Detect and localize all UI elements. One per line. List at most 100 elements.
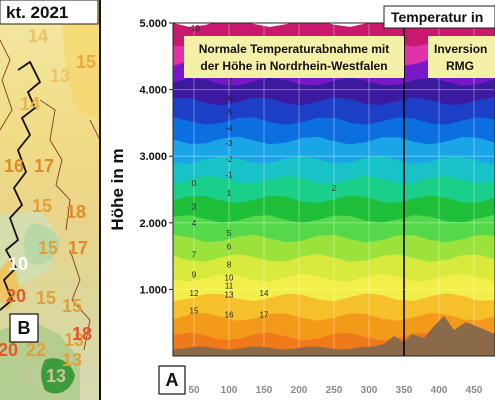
isotherm-label: 17: [260, 310, 269, 319]
isotherm-label: 8: [227, 260, 232, 269]
isotherm-label: 6: [227, 242, 232, 251]
isotherm-label: -5: [225, 108, 233, 117]
isotherm-label: -2: [225, 155, 233, 164]
map-district-line: [39, 99, 71, 231]
isotherm-label: 3: [192, 202, 197, 211]
isotherm-label: 7: [192, 250, 197, 259]
isotherm-label: -6: [225, 94, 233, 103]
map-temperature-label: 15: [62, 296, 82, 316]
temperature-band: [173, 136, 495, 169]
map-panel-label-box: [9, 313, 39, 343]
y-axis-label: Höhe in m: [108, 148, 127, 230]
temperature-band: [173, 254, 495, 286]
legend-title-box: [383, 5, 495, 29]
map-temperature-label: 14: [20, 94, 40, 114]
map-border-line: [0, 60, 42, 311]
isotherm-label: 5: [227, 229, 232, 238]
isotherm-label: 4: [192, 219, 197, 228]
map-title: kt. 2021: [6, 3, 68, 22]
temperature-cross-section-chart: -10-11-9-8-7-6-5-4-3-2-10123456789101112…: [101, 0, 495, 400]
y-tick-label: 4.000: [139, 85, 167, 97]
terrain-profile: [173, 316, 495, 356]
chart-panel-label-box: [158, 365, 186, 395]
x-tick-label: 450: [466, 385, 483, 396]
map-green-area: [23, 224, 60, 265]
isotherm-label: 14: [260, 289, 269, 298]
map-temperature-label: 15: [76, 52, 96, 72]
isotherm-label: 1: [227, 189, 232, 198]
map-temperature-label: 14: [28, 26, 48, 46]
isotherm-label: 16: [225, 310, 234, 319]
map-warm-area: [60, 0, 101, 120]
map-district-line-4: [89, 119, 101, 141]
x-tick-label: 200: [291, 385, 308, 396]
map-temperature-label: 13: [46, 366, 66, 386]
map-temperature-label: 13: [62, 350, 82, 370]
map-temperature-label: 15: [38, 238, 58, 258]
map-temperature-label: 18: [66, 202, 86, 222]
isotherm-label: 11: [225, 282, 234, 291]
regional-temperature-map: 14 15 13 14 16 17 15 18 15 17 10 15 20 15 13 18 20 22 13 13…: [0, 0, 101, 400]
x-tick-label: 350: [396, 385, 413, 396]
x-axis-background: [173, 356, 495, 400]
plot-frame: [172, 22, 495, 357]
isotherm-label: -3: [225, 139, 233, 148]
x-tick-label: 300: [361, 385, 378, 396]
map-temperature-label: 13: [64, 330, 84, 350]
legend-title: Temperatur in: [391, 9, 483, 25]
isotherm-label: 13: [225, 290, 234, 299]
map-temperature-label: 17: [34, 156, 54, 176]
map-temperature-label: 18: [72, 324, 92, 344]
isotherm-label: -4: [225, 124, 233, 133]
map-temperature-label: 22: [26, 340, 46, 360]
temperature-band: [173, 293, 495, 325]
temperature-bands: [173, 23, 495, 356]
x-tick-label: 100: [221, 385, 238, 396]
isotherm-label: 9: [192, 270, 197, 279]
isotherm-label: 15: [190, 306, 199, 315]
isotherm-label: 2: [332, 184, 337, 193]
annotation-normal-line-2: der Höhe in Nordrhein-Westfalen: [200, 59, 387, 73]
temperature-band: [173, 156, 495, 188]
isotherm-label: -7: [225, 77, 233, 86]
map-temperature-label: 15: [36, 288, 56, 308]
map-dark-green-area: [41, 358, 75, 394]
map-temperature-label: 17: [68, 238, 88, 258]
map-district-line-3: [0, 39, 13, 131]
annotation-inversion-line-2: RMG: [446, 59, 474, 73]
isotherm-label: -1: [225, 171, 233, 180]
x-tick-label: 50: [188, 385, 200, 396]
map-panel-label: B: [18, 318, 31, 338]
y-tick-label: 1.000: [139, 284, 167, 296]
annotation-inversion-box: [428, 36, 495, 78]
annotation-inversion-line-1: Inversion: [434, 42, 487, 56]
region-label-sauerland: Sauer-/Siegerland: [380, 362, 482, 376]
y-tick-label: 3.000: [139, 151, 167, 163]
x-tick-label: 150: [256, 385, 273, 396]
region-label-niederrhein: Niederrhein: [264, 362, 331, 376]
map-temperature-label: 13: [20, 366, 40, 386]
y-tick-label: 5.000: [139, 18, 167, 30]
isotherm-label: 12: [190, 289, 199, 298]
panel-separator: [99, 0, 101, 400]
map-temperature-label: 20: [6, 286, 26, 306]
x-tick-label: 400: [431, 385, 448, 396]
map-district-line-2: [69, 249, 91, 351]
chart-panel-label: A: [166, 370, 179, 390]
x-tick-label: 250: [326, 385, 343, 396]
x-axis: 50 100 150 200 250 300 350 400 450: [173, 356, 495, 400]
map-temperature-label: 13: [50, 66, 70, 86]
map-temperature-label: 10: [8, 254, 28, 274]
temperature-band: [173, 273, 495, 306]
isotherm-label: 0: [192, 179, 197, 188]
annotation-normal-line-1: Normale Temperaturabnahme mit: [199, 42, 390, 56]
y-tick-label: 2.000: [139, 218, 167, 230]
map-temperature-label: 15: [32, 196, 52, 216]
map-temperature-label: 20: [0, 340, 18, 360]
annotation-normal-box: [184, 36, 404, 78]
isotherm-label: 10: [225, 274, 234, 283]
chart-canvas: -10-11-9-8-7-6-5-4-3-2-10123456789101112…: [101, 0, 495, 400]
map-temperature-label: 16: [4, 156, 24, 176]
